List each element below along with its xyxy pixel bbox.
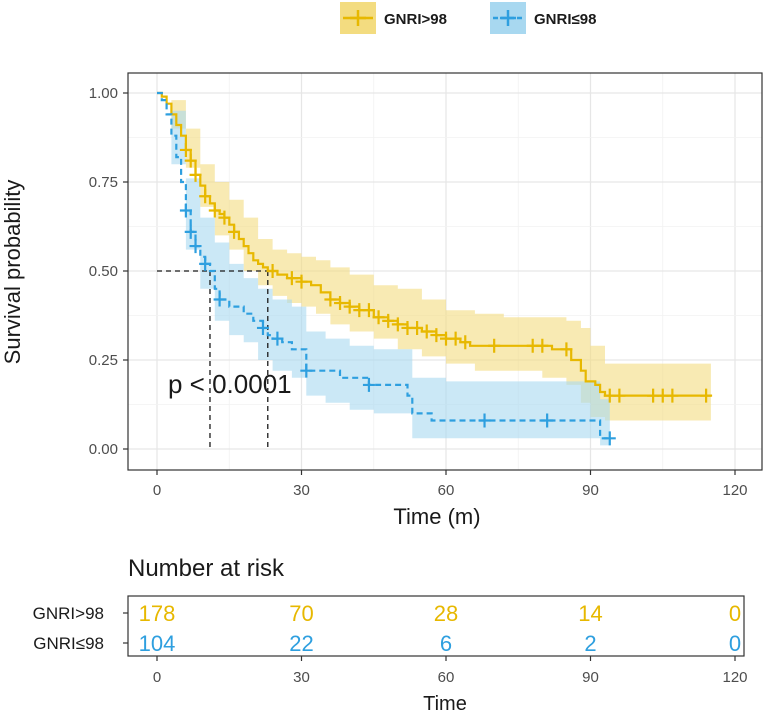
legend: GNRI>98 GNRI≤98	[340, 2, 596, 34]
survival-curve-series-1	[157, 91, 610, 440]
censor-mark-series-1	[189, 239, 202, 254]
censor-mark-series-0	[420, 324, 433, 339]
censor-mark-series-0	[295, 274, 308, 289]
risk-count: 28	[434, 601, 458, 626]
censor-mark-series-1	[179, 203, 192, 218]
x-tick-label: 60	[438, 482, 455, 499]
censor-mark-series-0	[560, 342, 573, 357]
risk-table-title: Number at risk	[128, 555, 285, 582]
y-tick-label: 0.00	[89, 441, 118, 458]
censor-mark-series-0	[700, 388, 713, 403]
risk-x-tick-label: 90	[582, 669, 599, 686]
y-tick-label: 0.25	[89, 352, 118, 369]
censor-mark-series-0	[208, 203, 221, 218]
risk-count: 2	[584, 631, 596, 656]
ci-band-series-1	[157, 93, 610, 446]
risk-count: 22	[289, 631, 313, 656]
censor-mark-series-0	[430, 328, 443, 343]
censor-mark-series-0	[411, 320, 424, 335]
axes: 0 30 60 90 120 0.00 0.25 0.50 0.75 1.00	[89, 85, 748, 499]
risk-count: 0	[729, 601, 741, 626]
censor-mark-series-1	[271, 331, 284, 346]
censor-mark-series-0	[266, 264, 279, 278]
risk-row-label: GNRI>98	[33, 604, 104, 623]
risk-count: 70	[289, 601, 313, 626]
censor-mark-series-1	[478, 413, 491, 428]
x-tick-label: 90	[582, 482, 599, 499]
censor-mark-series-0	[382, 313, 395, 328]
y-tick-label: 1.00	[89, 85, 118, 102]
censor-mark-series-0	[666, 388, 679, 403]
censor-mark-series-0	[189, 167, 202, 182]
censor-mark-series-0	[449, 331, 462, 346]
censor-mark-series-0	[218, 210, 231, 225]
censor-mark-series-0	[391, 317, 404, 332]
censor-mark-series-1	[213, 292, 226, 307]
risk-x-tick-label: 120	[722, 669, 747, 686]
y-axis-title: Survival probability	[0, 180, 25, 365]
censor-mark-series-0	[536, 338, 549, 353]
censor-mark-series-1	[362, 377, 375, 392]
confidence-bands	[157, 93, 711, 446]
censor-mark-series-0	[199, 189, 212, 204]
risk-count: 14	[578, 601, 602, 626]
censor-mark-series-1	[199, 256, 212, 271]
censor-mark-series-0	[179, 142, 192, 157]
risk-count: 178	[139, 601, 176, 626]
x-tick-label: 0	[153, 482, 161, 499]
censor-mark-series-0	[459, 335, 472, 350]
risk-count: 6	[440, 631, 452, 656]
censor-mark-series-0	[324, 292, 337, 307]
censor-mark-series-1	[541, 413, 554, 428]
censor-mark-series-0	[228, 224, 241, 239]
risk-x-tick-label: 0	[153, 669, 161, 686]
risk-x-tick-label: 30	[293, 669, 310, 686]
x-axis-title: Time (m)	[393, 504, 480, 529]
p-value-annotation: p < 0.0001	[168, 369, 292, 399]
censor-mark-series-0	[613, 388, 626, 403]
y-tick-label: 0.75	[89, 174, 118, 191]
censor-marks	[179, 142, 713, 446]
censor-mark-series-1	[300, 363, 313, 378]
x-tick-label: 30	[293, 482, 310, 499]
risk-count: 104	[139, 631, 176, 656]
censor-mark-series-0	[184, 153, 197, 168]
legend-key-cross-gnri-low	[500, 10, 516, 26]
risk-count: 0	[729, 631, 741, 656]
censor-mark-series-0	[343, 299, 356, 314]
censor-mark-series-0	[285, 271, 298, 286]
censor-mark-series-0	[334, 296, 347, 311]
y-tick-label: 0.50	[89, 263, 118, 280]
censor-mark-series-1	[256, 320, 269, 335]
legend-label-gnri-low: GNRI≤98	[534, 11, 596, 28]
risk-x-tick-label: 60	[438, 669, 455, 686]
risk-table-panel	[127, 595, 745, 657]
censor-mark-series-1	[184, 224, 197, 239]
risk-x-axis-title: Time	[423, 693, 467, 713]
legend-label-gnri-high: GNRI>98	[384, 11, 447, 28]
censor-mark-series-0	[362, 303, 375, 318]
x-tick-label: 120	[722, 482, 747, 499]
risk-table: GNRI>98 178 70 28 14 0 GNRI≤98 104 22 6 2 0 0 30 60 90 1…	[33, 601, 748, 686]
legend-key-cross-gnri-high	[350, 10, 366, 26]
censor-mark-series-1	[603, 431, 616, 446]
ci-band-series-0	[157, 93, 711, 421]
risk-row-label: GNRI≤98	[33, 634, 104, 653]
censor-mark-series-0	[488, 338, 501, 353]
censor-mark-series-0	[372, 310, 385, 325]
